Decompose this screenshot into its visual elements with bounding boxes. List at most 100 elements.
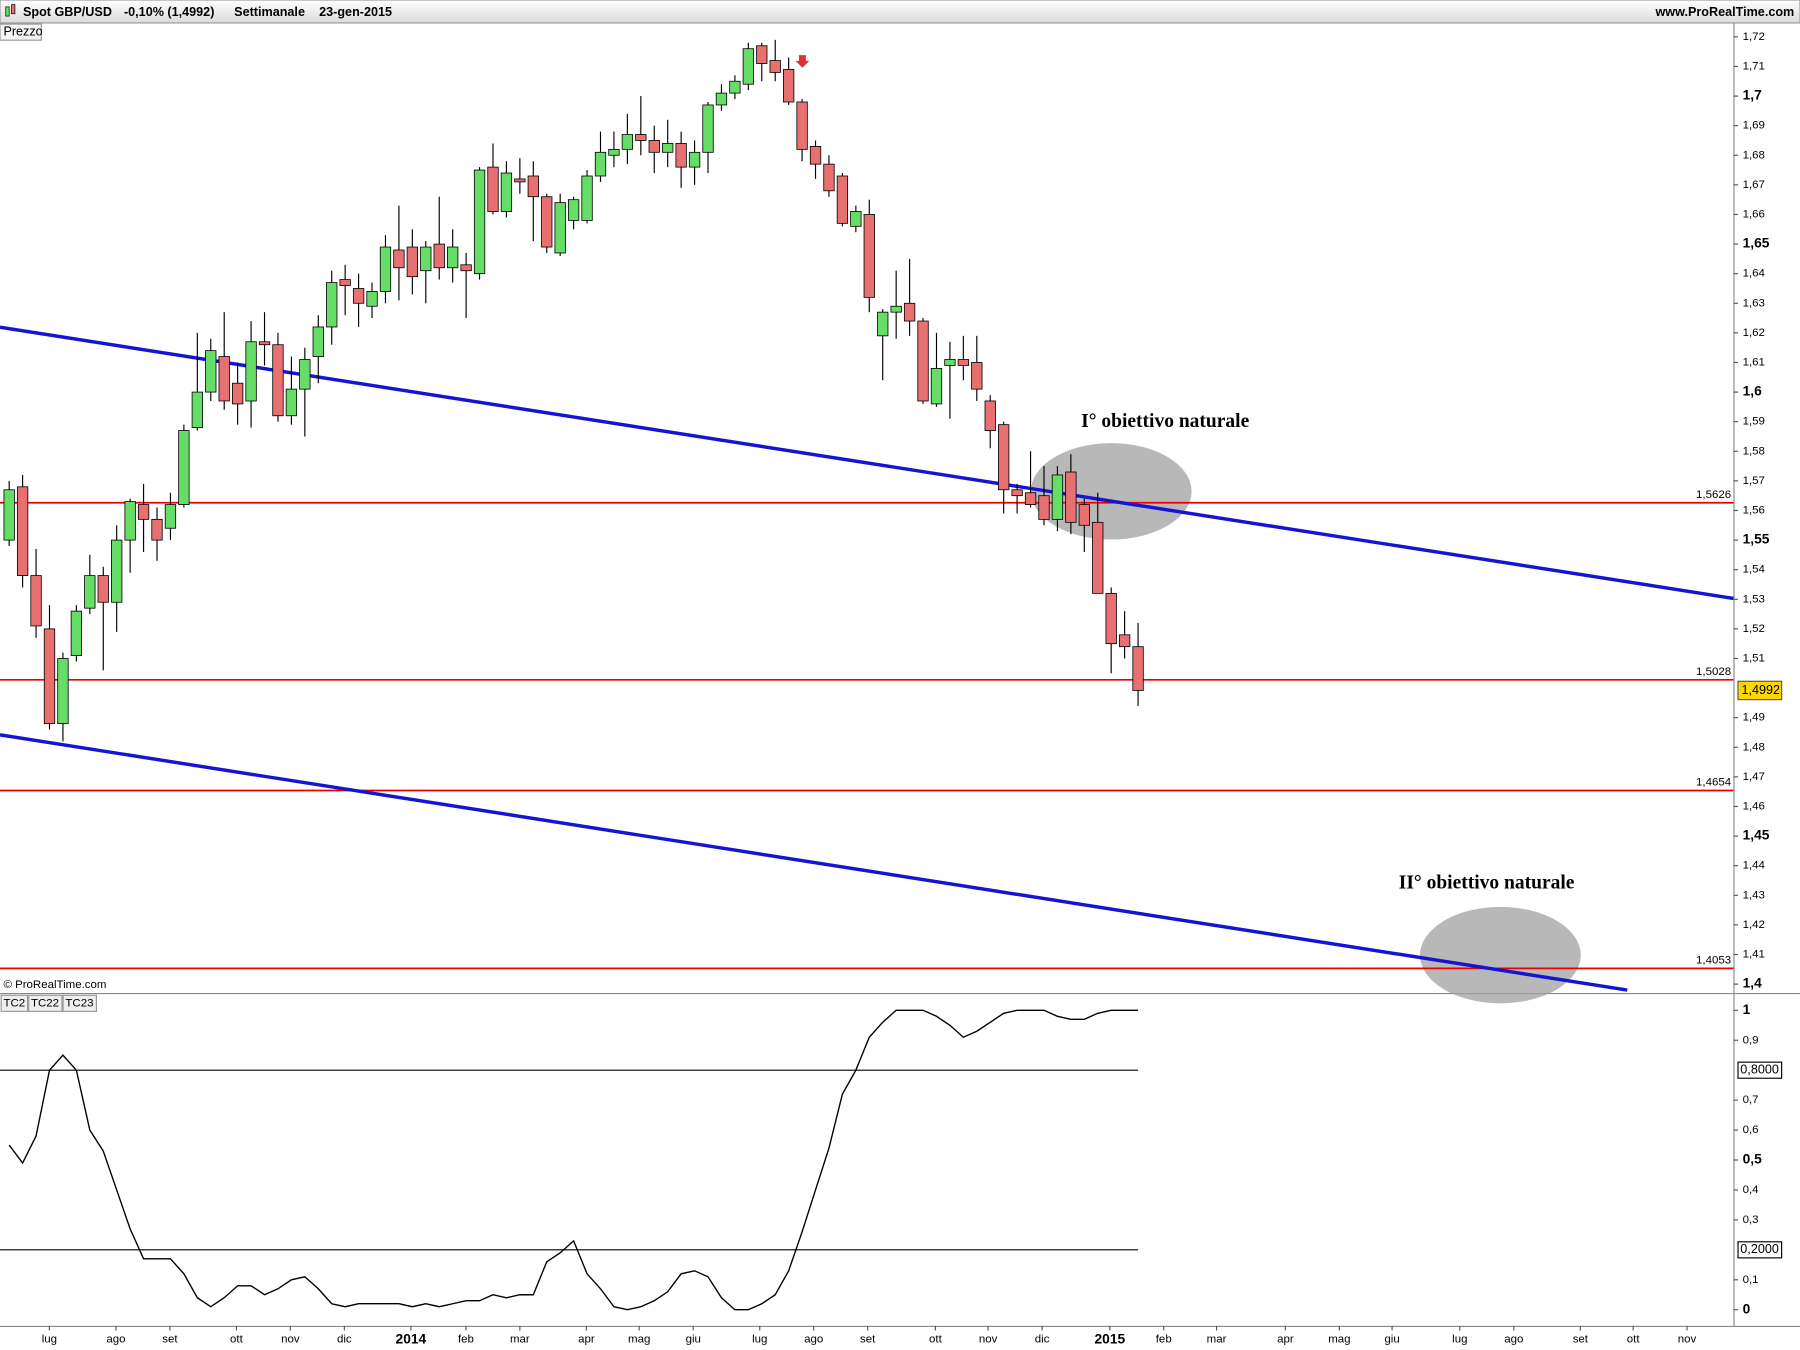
y-tick-label: 1,45	[1743, 828, 1770, 843]
y-tick-label: 1,49	[1743, 712, 1765, 724]
indicator-line	[8, 1009, 1139, 1311]
candle-body	[379, 246, 392, 292]
y-tick-label: 1,6	[1743, 384, 1762, 399]
x-tick-label: lug	[752, 1334, 767, 1346]
x-tick-label: feb	[458, 1334, 474, 1346]
candle-body	[742, 48, 754, 85]
candle-body	[70, 610, 83, 656]
last-price-box	[1737, 680, 1783, 701]
header-bar	[0, 0, 1800, 24]
y-tick-label: 1,4	[1743, 976, 1762, 991]
x-tick-label: lug	[42, 1334, 57, 1346]
y-tick-label: 1,46	[1743, 801, 1765, 813]
x-tick-label: set	[860, 1334, 876, 1346]
candle-body	[245, 341, 257, 402]
y-tick-label: 1,53	[1743, 593, 1765, 605]
candle-body	[715, 92, 728, 106]
candle-body	[1105, 592, 1117, 645]
candle-body	[433, 243, 445, 269]
symbol: Spot GBP/USD	[23, 5, 112, 19]
candle-body	[178, 430, 190, 505]
x-tick-label: ott	[929, 1334, 943, 1346]
candle-body	[581, 175, 593, 221]
x-tick-label: ott	[1627, 1334, 1641, 1346]
x-tick-label: 2015	[1095, 1331, 1126, 1346]
candle-body	[890, 305, 902, 313]
x-tick-label: ago	[1504, 1334, 1523, 1346]
level-label: 0,8000	[1740, 1063, 1779, 1077]
y-tick-label: 0,5	[1743, 1152, 1762, 1167]
candle-body	[594, 151, 607, 177]
date: 23-gen-2015	[319, 5, 392, 19]
y-tick-label: 1,64	[1743, 268, 1766, 280]
candle-body	[702, 104, 714, 153]
candle-body	[1011, 489, 1023, 497]
y-tick-label: 1,51	[1743, 653, 1765, 665]
y-tick-label: 1,65	[1743, 236, 1770, 251]
x-tick-label: ago	[804, 1334, 823, 1346]
candle-body	[191, 391, 203, 429]
candle-body	[326, 282, 338, 328]
candle-body	[1051, 474, 1064, 520]
candle-body	[151, 518, 163, 541]
level-label: 1,5028	[1696, 666, 1731, 678]
target-zone	[1420, 906, 1581, 1004]
y-tick-label: 0,9	[1743, 1034, 1759, 1046]
level-label: 0,2000	[1740, 1242, 1779, 1256]
y-tick-label: 0,7	[1743, 1094, 1759, 1106]
annotation: I° obiettivo naturale	[1081, 411, 1249, 432]
indicator-name: TC22	[31, 997, 59, 1009]
candle-body	[729, 80, 741, 94]
candle-body	[809, 145, 822, 165]
x-tick-label: giu	[686, 1334, 701, 1346]
y-tick-label: 0,4	[1743, 1184, 1760, 1196]
y-tick-label: 1,71	[1743, 61, 1765, 73]
candle-body	[473, 169, 486, 275]
candle-body	[420, 246, 432, 272]
y-tick-label: 1,72	[1743, 31, 1765, 43]
candle-body	[836, 175, 849, 224]
candle-body	[621, 134, 634, 150]
y-tick-label: 1,56	[1743, 505, 1765, 517]
y-tick-label: 1,68	[1743, 149, 1765, 161]
candle-body	[984, 400, 996, 431]
candle-body	[16, 486, 29, 577]
copyright: © ProRealTime.com	[3, 979, 106, 991]
x-tick-label: nov	[979, 1334, 998, 1346]
candle-body	[339, 279, 351, 286]
signal-arrow	[795, 55, 810, 68]
indicator-tab	[62, 994, 98, 1012]
candle-body	[124, 501, 136, 541]
x-tick-label: set	[1573, 1334, 1589, 1346]
candle-body	[1024, 492, 1037, 505]
candle-body	[567, 199, 580, 221]
candle-body	[608, 148, 620, 156]
panel-label-box	[0, 23, 42, 41]
y-tick-label: 1,63	[1743, 297, 1765, 309]
candle-body	[1078, 504, 1090, 526]
plot: 1,72 1,71 1,7 1,69 1,68 1,67 1,66 1,65 1,64 1,63 1…	[0, 31, 1783, 1346]
candle-body	[393, 249, 405, 269]
candle-body	[272, 344, 284, 417]
indicator-tab	[0, 994, 29, 1012]
candle-body	[850, 211, 862, 227]
candle-body	[366, 291, 378, 307]
trend-line	[0, 325, 1734, 601]
candle-body	[957, 359, 969, 366]
candle-body	[635, 134, 647, 141]
candle-body	[877, 311, 889, 337]
candle-body	[930, 368, 943, 405]
candle-body	[1092, 521, 1104, 594]
candle-body	[675, 143, 687, 168]
candle-body	[662, 143, 674, 153]
y-tick-label: 1,48	[1743, 741, 1765, 753]
candle-body	[1118, 634, 1131, 648]
candle-body	[688, 151, 701, 168]
candle-body	[43, 628, 56, 725]
candle-body	[487, 166, 499, 212]
y-tick-label: 1,58	[1743, 445, 1765, 457]
candle-body	[527, 175, 539, 198]
x-tick-label: ago	[106, 1334, 125, 1346]
candle-body	[111, 539, 123, 603]
